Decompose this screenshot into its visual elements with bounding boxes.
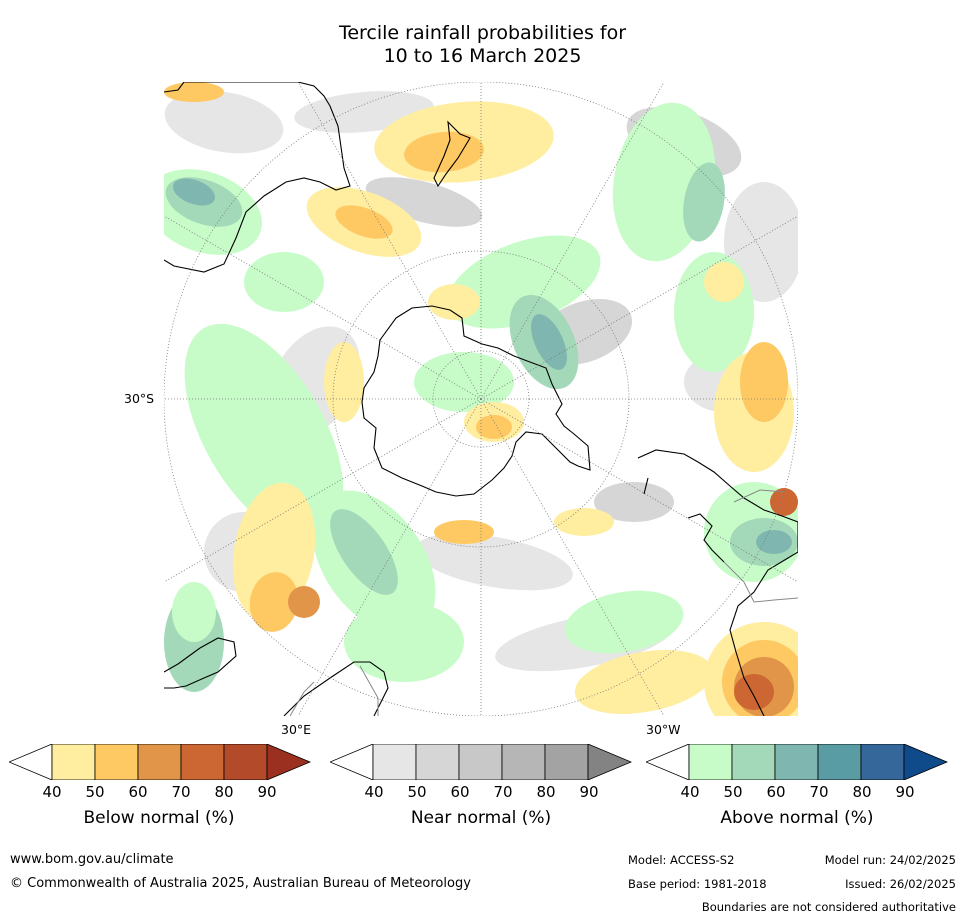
footer-copyright: © Commonwealth of Australia 2025, Austra… (10, 876, 471, 891)
probability-patch (249, 572, 299, 632)
probability-patch (476, 415, 512, 439)
colorbar-near-title: Near normal (%) (410, 808, 552, 828)
probability-patch (683, 162, 725, 242)
probability-patches (164, 82, 798, 716)
colorbar-near (330, 744, 632, 780)
footer-model: Model: ACCESS-S2 (628, 853, 735, 867)
colorbar-segment (372, 744, 417, 780)
new-zealand-outline (433, 120, 471, 188)
footer-base-period: Base period: 1981-2018 (628, 877, 767, 891)
probability-patch (734, 674, 774, 710)
probability-patch (428, 284, 480, 320)
lon-label-30e: 30°E (281, 722, 312, 737)
colorbar-segment (688, 744, 733, 780)
probability-patch (770, 488, 798, 516)
probability-patch (335, 205, 393, 239)
colorbar-extend-high (266, 744, 311, 780)
colorbar-extend-low (9, 744, 53, 780)
colorbar-below-title: Below normal (%) (83, 808, 235, 828)
map-title: Tercile rainfall probabilities for 10 to… (0, 22, 965, 68)
colorbar-segment (817, 744, 862, 780)
footer-disclaimer: Boundaries are not considered authoritat… (701, 900, 956, 914)
colorbar-tick: 70 (493, 783, 513, 801)
colorbar-tick: 50 (407, 783, 427, 801)
colorbar-segment (860, 744, 905, 780)
colorbar-tick: 70 (171, 783, 191, 801)
country-boundaries (289, 489, 798, 716)
colorbar-segment (774, 744, 819, 780)
colorbar-segment (51, 744, 96, 780)
colorbar-segment (180, 744, 225, 780)
map-title-line1: Tercile rainfall probabilities for (338, 22, 627, 44)
colorbar-segment (458, 744, 503, 780)
colorbar-tick: 40 (364, 783, 384, 801)
colorbar-tick: 50 (85, 783, 105, 801)
colorbar-segment (544, 744, 589, 780)
colorbar-below (9, 744, 311, 780)
probability-patch (740, 342, 788, 422)
colorbar-above (646, 744, 948, 780)
colorbar-segment (94, 744, 139, 780)
colorbar-segment (731, 744, 776, 780)
lat-label-30s: 30°S (124, 391, 155, 406)
colorbar-above-title: Above normal (%) (720, 808, 874, 828)
footer-model-run: Model run: 24/02/2025 (824, 853, 956, 867)
colorbar-tick: 80 (214, 783, 234, 801)
colorbar-segment (137, 744, 182, 780)
probability-patch (164, 90, 284, 154)
south-america-outline (637, 449, 798, 716)
colorbar-tick: 90 (579, 783, 599, 801)
probability-patch (531, 314, 567, 370)
colorbar-tick: 70 (809, 783, 829, 801)
probability-patch (324, 342, 364, 422)
colorbar-tick: 80 (536, 783, 556, 801)
colorbar-tick: 40 (680, 783, 700, 801)
footer-website: www.bom.gov.au/climate (10, 852, 174, 867)
colorbar-segment (415, 744, 460, 780)
colorbar-segment (501, 744, 546, 780)
probability-patch (434, 520, 494, 544)
antarctica-outline (361, 305, 591, 497)
probability-patch (756, 530, 792, 554)
probability-map (164, 82, 798, 716)
colorbar-tick: 90 (257, 783, 277, 801)
probability-patch (414, 352, 514, 412)
lon-label-30w: 30°W (646, 722, 681, 737)
probability-patch (574, 650, 714, 714)
colorbar-tick: 80 (852, 783, 872, 801)
probability-patch (704, 262, 744, 302)
colorbar-extend-high (587, 744, 632, 780)
probability-patch (172, 582, 216, 642)
colorbar-tick: 60 (766, 783, 786, 801)
colorbar-extend-high (903, 744, 948, 780)
colorbar-extend-low (330, 744, 374, 780)
colorbar-extend-low (646, 744, 690, 780)
colorbar-tick: 60 (450, 783, 470, 801)
probability-patch (244, 252, 324, 312)
probability-patch (172, 178, 216, 206)
probability-patch (344, 602, 464, 682)
probability-patch (404, 131, 484, 173)
probability-patch (184, 323, 344, 541)
probability-patch (554, 508, 614, 536)
probability-patch (330, 509, 398, 595)
map-title-line2: 10 to 16 March 2025 (383, 45, 582, 67)
footer-issued: Issued: 26/02/2025 (845, 877, 956, 891)
probability-patch (594, 482, 674, 522)
probability-patch (564, 590, 684, 654)
colorbar-segment (223, 744, 268, 780)
colorbar-tick: 50 (723, 783, 743, 801)
probability-patch (164, 82, 224, 102)
colorbar-tick: 40 (42, 783, 62, 801)
probability-patch (365, 177, 483, 227)
colorbar-tick: 90 (895, 783, 915, 801)
probability-patch (415, 533, 573, 591)
colorbar-tick: 60 (128, 783, 148, 801)
graticule (164, 82, 798, 716)
probability-patch (288, 586, 320, 618)
australia-outline (164, 82, 351, 273)
